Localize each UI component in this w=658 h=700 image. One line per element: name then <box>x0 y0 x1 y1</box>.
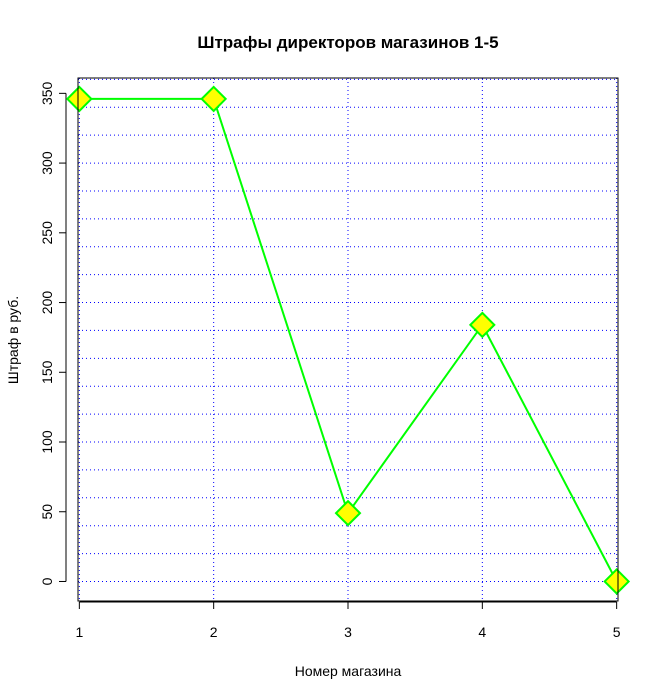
data-point-marker <box>468 311 496 339</box>
y-axis: 0 50 100 150 200 250 300 350 <box>39 81 67 585</box>
data-point-marker <box>200 85 228 113</box>
y-tick-label: 100 <box>39 430 55 454</box>
y-tick-label: 350 <box>39 81 55 105</box>
plot-frame <box>77 77 619 602</box>
x-tick-label: 2 <box>210 624 218 640</box>
chart-title: Штрафы директоров магазинов 1-5 <box>197 33 498 52</box>
y-tick-label: 300 <box>39 151 55 175</box>
y-tick-label: 0 <box>39 577 55 585</box>
x-tick-label: 1 <box>75 624 83 640</box>
x-tick-label: 5 <box>613 624 621 640</box>
x-tick-label: 4 <box>478 624 486 640</box>
data-point-marker <box>65 85 93 113</box>
data-point-marker <box>603 568 631 595</box>
x-tick-label: 3 <box>344 624 352 640</box>
plot-area <box>65 85 631 595</box>
y-tick-label: 50 <box>39 504 55 520</box>
y-tick-label: 250 <box>39 221 55 245</box>
x-axis-title: Номер магазина <box>295 663 402 679</box>
x-axis: 1 2 3 4 5 <box>75 601 621 640</box>
y-axis-title: Штраф в руб. <box>5 296 21 384</box>
y-tick-label: 150 <box>39 360 55 384</box>
y-tick-label: 200 <box>39 291 55 315</box>
data-point-marker <box>334 499 362 527</box>
